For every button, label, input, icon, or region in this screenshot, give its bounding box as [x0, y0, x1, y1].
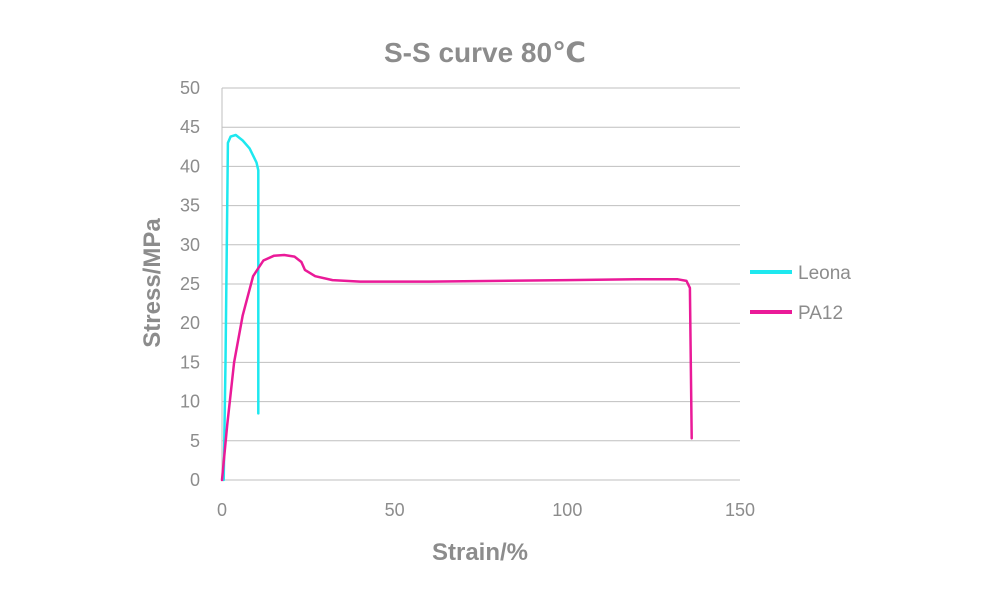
y-tick-label: 25 [180, 274, 200, 294]
y-tick-label: 20 [180, 313, 200, 333]
y-axis-title: Stress/MPa [139, 218, 166, 348]
y-tick-label: 0 [190, 470, 200, 490]
y-tick-label: 5 [190, 431, 200, 451]
legend-label-pa12: PA12 [798, 303, 843, 324]
x-tick-label: 100 [552, 500, 582, 520]
legend-label-leona: Leona [798, 263, 851, 284]
x-tick-label: 150 [725, 500, 755, 520]
x-axis-title: Strain/% [432, 539, 528, 566]
series-line-pa12 [220, 253, 693, 482]
series-line-leona [222, 133, 260, 482]
legend: Leona PA12 [750, 263, 851, 324]
series-lines [220, 133, 693, 482]
y-tick-label: 40 [180, 156, 200, 176]
chart-title: S-S curve 80℃ [384, 37, 586, 68]
x-tick-labels: 0 50 100 150 [217, 500, 755, 520]
y-tick-label: 10 [180, 392, 200, 412]
y-tick-labels: 0 5 10 15 20 25 30 35 40 45 50 [180, 78, 200, 490]
gridlines [222, 87, 740, 481]
y-tick-label: 50 [180, 78, 200, 98]
y-tick-label: 15 [180, 352, 200, 372]
y-tick-label: 30 [180, 235, 200, 255]
x-tick-label: 0 [217, 500, 227, 520]
x-tick-label: 50 [385, 500, 405, 520]
y-tick-label: 35 [180, 196, 200, 216]
y-tick-label: 45 [180, 117, 200, 137]
